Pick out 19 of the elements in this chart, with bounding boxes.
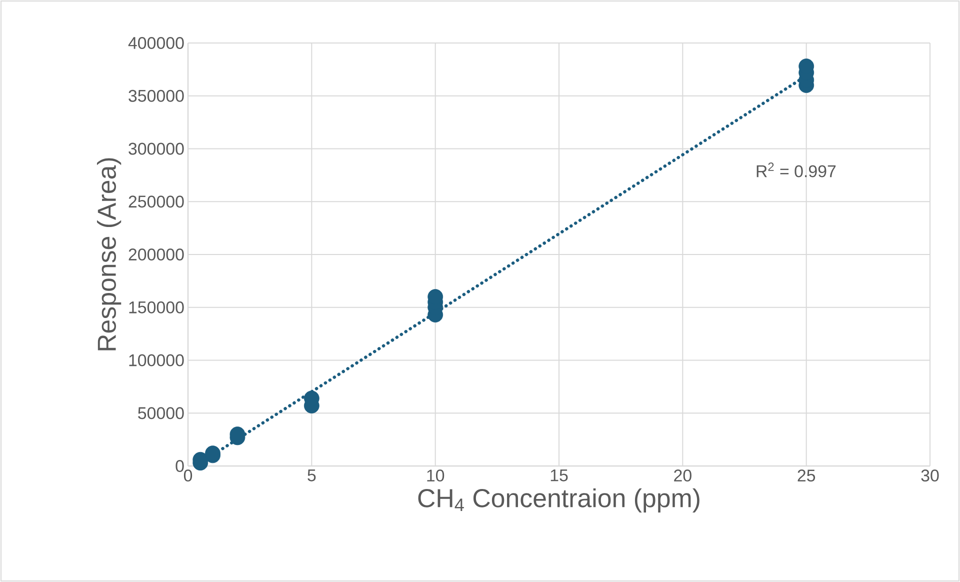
- y-tick-label: 200000: [128, 248, 184, 260]
- y-tick-label: 300000: [128, 142, 184, 155]
- y-tick-label: 400000: [128, 36, 184, 49]
- x-tick-label: 15: [550, 470, 568, 482]
- y-tick-label: 150000: [129, 301, 184, 314]
- y-tick-label: 100000: [129, 354, 184, 366]
- x-tick-label: 0: [184, 470, 192, 482]
- x-tick-label: 30: [921, 470, 939, 482]
- y-tick-label: 250000: [128, 196, 184, 208]
- x-tick-label: 5: [308, 470, 316, 482]
- x-tick-label: 20: [674, 470, 692, 482]
- y-tick-label: 0: [176, 460, 184, 472]
- y-axis-title: Response (Area): [96, 158, 122, 350]
- y-tick-label: 50000: [138, 407, 184, 420]
- x-axis-title: CH$_{4}$ Concentraion (ppm): [418, 488, 700, 512]
- annotation: R$^{2}$ = 0.997: [756, 162, 836, 178]
- x-tick-label: 10: [427, 470, 444, 482]
- x-tick-label: 25: [798, 470, 816, 482]
- y-tick-label: 350000: [128, 90, 184, 102]
